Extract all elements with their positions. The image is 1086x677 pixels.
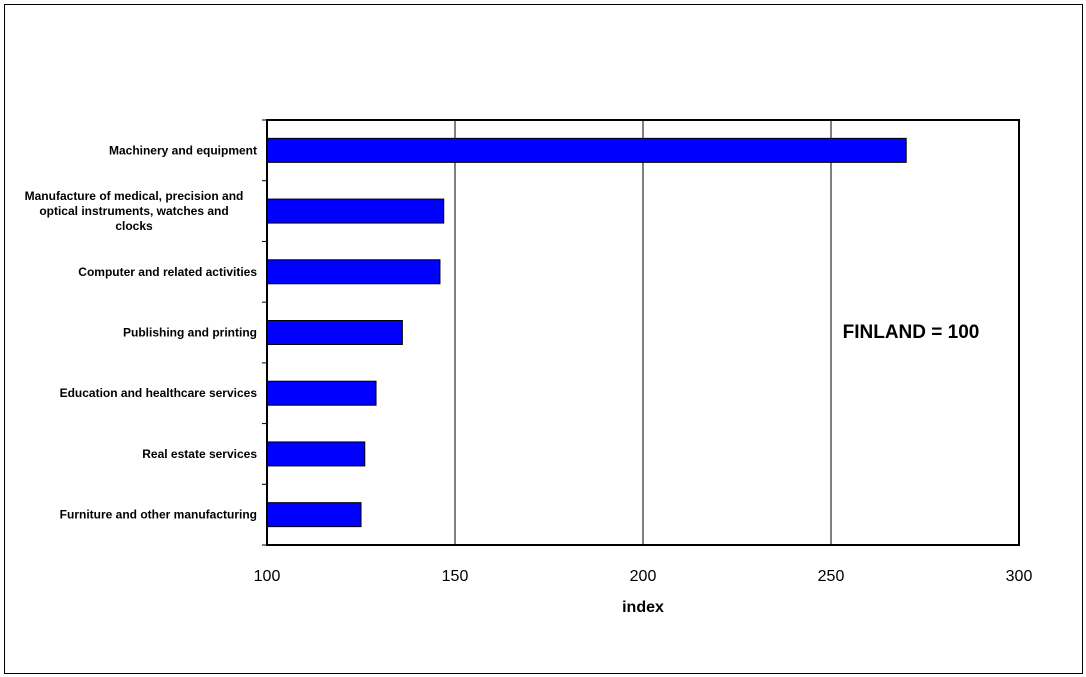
bar-1 <box>266 137 907 163</box>
x-axis-title: index <box>622 599 664 616</box>
category-label-5: Education and healthcare services <box>60 386 258 400</box>
plot-area-border <box>266 119 1020 546</box>
x-tick-labels: 100 150 200 250 300 <box>254 568 1033 585</box>
finland-annotation: FINLAND = 100 <box>843 322 980 343</box>
x-tick-label-200: 200 <box>630 568 657 585</box>
category-label-2: Manufacture of medical, precision and opt… <box>25 189 244 233</box>
bar-4 <box>266 320 403 345</box>
category-label-line: Publishing and printing <box>123 326 257 340</box>
x-tick-label-150: 150 <box>442 568 469 585</box>
chart-frame: Machinery and equipment Manufacture of me… <box>4 4 1083 674</box>
category-label-6: Real estate services <box>142 447 257 461</box>
category-label-line: Manufacture of medical, precision and <box>25 189 244 203</box>
bar-2 <box>266 198 445 224</box>
category-label-line: Furniture and other manufacturing <box>60 508 257 522</box>
category-label-line: Machinery and equipment <box>109 143 257 157</box>
category-label-line: Real estate services <box>142 447 257 461</box>
category-label-4: Publishing and printing <box>123 326 257 340</box>
category-labels: Machinery and equipment Manufacture of me… <box>25 143 258 521</box>
bar-3 <box>266 259 441 285</box>
bars <box>266 137 907 528</box>
x-tick-label-250: 250 <box>818 568 845 585</box>
category-label-7: Furniture and other manufacturing <box>60 508 257 522</box>
bar-7 <box>266 502 362 528</box>
x-tick-label-300: 300 <box>1006 568 1033 585</box>
y-axis-ticks <box>262 119 267 546</box>
category-label-line: optical instruments, watches and <box>39 204 228 218</box>
gridlines <box>454 120 832 545</box>
category-label-line: Computer and related activities <box>78 265 257 279</box>
bar-chart: Machinery and equipment Manufacture of me… <box>25 119 1033 616</box>
category-label-line: clocks <box>115 219 153 233</box>
category-label-1: Machinery and equipment <box>109 143 257 157</box>
category-label-3: Computer and related activities <box>78 265 257 279</box>
bar-5 <box>266 380 377 406</box>
x-tick-label-100: 100 <box>254 568 281 585</box>
category-label-line: Education and healthcare services <box>60 386 258 400</box>
bar-6 <box>266 441 366 467</box>
